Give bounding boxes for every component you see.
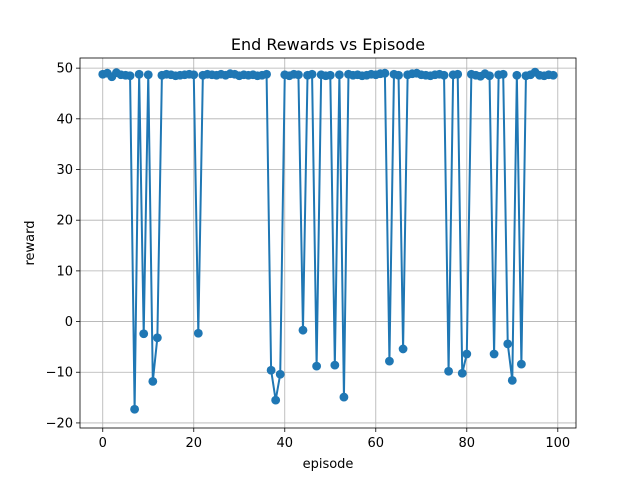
data-point bbox=[380, 68, 390, 78]
data-point bbox=[512, 70, 522, 80]
data-point bbox=[139, 329, 149, 339]
y-axis-label: reward bbox=[23, 220, 38, 265]
data-point bbox=[143, 70, 153, 80]
data-point bbox=[439, 70, 449, 80]
data-point bbox=[516, 359, 526, 369]
chart-title: End Rewards vs Episode bbox=[231, 35, 425, 54]
data-point bbox=[489, 349, 499, 359]
data-point bbox=[325, 70, 335, 80]
data-point bbox=[398, 344, 408, 354]
grid-layer bbox=[80, 58, 576, 428]
data-point bbox=[262, 69, 271, 79]
x-tick-label: 0 bbox=[99, 436, 107, 451]
data-point bbox=[485, 71, 494, 81]
data-point bbox=[307, 69, 317, 79]
series-layer bbox=[98, 67, 558, 414]
plot-frame bbox=[79, 57, 577, 429]
data-point bbox=[271, 395, 281, 405]
data-point bbox=[444, 366, 453, 376]
y-tick-label: −10 bbox=[46, 366, 73, 381]
data-point bbox=[193, 328, 203, 338]
data-point bbox=[334, 70, 344, 80]
data-point bbox=[189, 70, 199, 80]
y-tick-label: 10 bbox=[56, 264, 73, 279]
data-point bbox=[130, 404, 140, 414]
data-point bbox=[148, 376, 158, 386]
y-tick-label: 30 bbox=[56, 163, 73, 178]
y-tick-label: 0 bbox=[65, 315, 73, 330]
y-tick-label: 20 bbox=[56, 214, 73, 229]
x-tick-label: 20 bbox=[185, 436, 202, 451]
x-tick-label: 40 bbox=[276, 436, 293, 451]
data-point bbox=[498, 69, 508, 79]
data-point bbox=[385, 356, 394, 366]
data-point bbox=[548, 70, 558, 80]
series-line bbox=[102, 71, 554, 411]
data-point bbox=[462, 349, 472, 359]
data-point bbox=[125, 71, 135, 81]
data-point bbox=[298, 325, 308, 335]
data-point bbox=[152, 333, 162, 343]
y-tick-label: −20 bbox=[46, 416, 73, 431]
x-axis-label: episode bbox=[303, 457, 354, 472]
data-point bbox=[275, 369, 285, 379]
data-point bbox=[457, 368, 467, 378]
data-point bbox=[330, 360, 340, 370]
data-point bbox=[339, 392, 349, 402]
data-point bbox=[394, 70, 403, 80]
data-point bbox=[503, 339, 513, 349]
y-tick-label: 50 bbox=[56, 62, 73, 77]
x-tick-label: 80 bbox=[459, 436, 476, 451]
x-tick-label: 60 bbox=[368, 436, 385, 451]
y-tick-label: 40 bbox=[56, 112, 73, 127]
data-point bbox=[134, 69, 144, 79]
data-point bbox=[294, 70, 303, 80]
data-point bbox=[266, 365, 276, 375]
x-tick-label: 100 bbox=[545, 436, 570, 451]
data-point bbox=[453, 69, 463, 79]
data-point bbox=[312, 361, 322, 371]
tick-layer: 0 20 40 60 80 100 −20 −10 0 10 20 30 40 50 bbox=[46, 62, 571, 451]
data-point bbox=[507, 375, 517, 385]
